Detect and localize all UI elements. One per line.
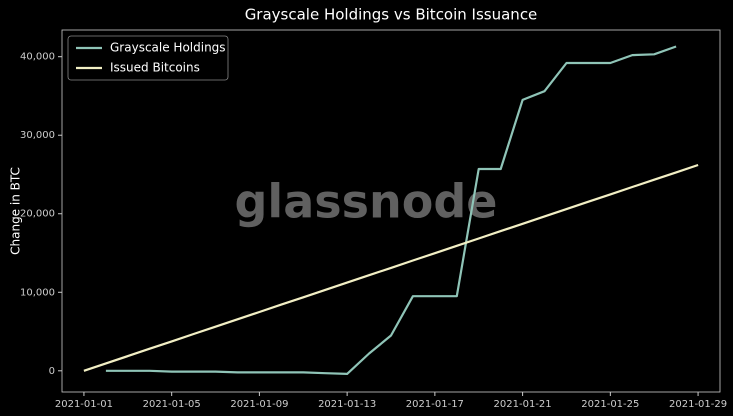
x-tick-label: 2021-01-01	[55, 399, 113, 410]
plot-frame	[61, 29, 721, 393]
x-tick-label: 2021-01-25	[581, 399, 639, 410]
y-tick-label: 30,000	[20, 130, 55, 141]
chart-title: Grayscale Holdings vs Bitcoin Issuance	[245, 6, 538, 24]
x-tick-label: 2021-01-17	[406, 399, 464, 410]
watermark: glassnode	[235, 175, 498, 229]
legend-box	[67, 35, 229, 81]
y-tick-label: 20,000	[20, 209, 55, 220]
legend-label: Grayscale Holdings	[110, 41, 226, 55]
series-line	[105, 45, 677, 375]
x-tick-label: 2021-01-09	[230, 399, 288, 410]
y-tick-label: 0	[49, 366, 55, 377]
x-tick-label: 2021-01-21	[494, 399, 552, 410]
x-tick-label: 2021-01-05	[143, 399, 201, 410]
y-tick-label: 10,000	[20, 287, 55, 298]
x-tick-label: 2021-01-29	[669, 399, 727, 410]
y-axis-label: Change in BTC	[9, 167, 23, 255]
x-tick-label: 2021-01-13	[318, 399, 376, 410]
legend-label: Issued Bitcoins	[110, 61, 200, 75]
y-tick-label: 40,000	[20, 52, 55, 63]
series-line	[83, 163, 699, 372]
